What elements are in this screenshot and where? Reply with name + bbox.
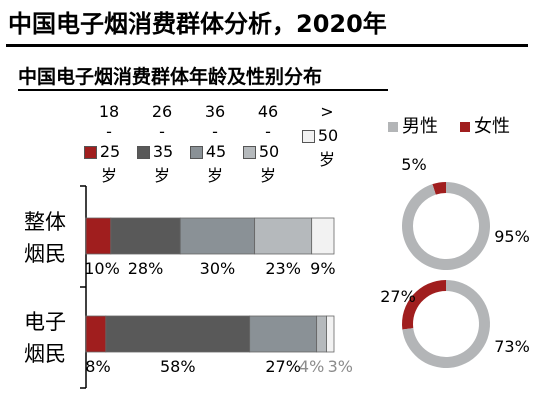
legend-unit: 岁	[153, 166, 170, 185]
legend-item-age: 46-50 岁	[239, 100, 283, 188]
legend-female: 女性	[460, 112, 510, 138]
data-label: 23%	[265, 259, 301, 278]
legend-swatch	[189, 146, 203, 159]
legend-swatch	[83, 146, 97, 159]
legend-male: 男性	[388, 112, 438, 138]
legend-unit: 岁	[100, 166, 117, 185]
legend-range-low: 46	[257, 102, 279, 121]
donut-label-male: 73%	[494, 337, 530, 356]
bar-segment	[85, 315, 107, 353]
data-label: 30%	[200, 259, 236, 278]
donut-slice-female	[402, 280, 446, 330]
bar-segment	[311, 217, 335, 255]
legend-dash: -	[212, 122, 218, 141]
legend-male-swatch	[388, 122, 398, 132]
donut-slice-male	[402, 182, 491, 270]
legend-range-low: 18	[98, 102, 120, 121]
data-label: 3%	[328, 357, 353, 376]
bar-segment	[249, 315, 318, 353]
category-label-line: 电子	[24, 310, 66, 334]
legend-range-high: 50	[317, 126, 339, 145]
category-label-overall: 整体 烟民	[18, 206, 72, 270]
donut-label-female: 5%	[401, 155, 426, 174]
data-label: 28%	[128, 259, 164, 278]
subtitle-divider	[18, 89, 388, 91]
data-label: 4%	[299, 357, 324, 376]
legend-range-high: 25	[99, 142, 121, 161]
bar-segment	[179, 217, 256, 255]
bar-segment	[254, 217, 313, 255]
legend-item-age: 26-35 岁	[133, 100, 177, 188]
title-divider	[6, 44, 528, 47]
legend-swatch	[242, 146, 256, 159]
legend-female-label: 女性	[474, 116, 510, 137]
legend-unit: 岁	[259, 166, 276, 185]
bar-segment	[110, 217, 181, 255]
data-label: 8%	[85, 357, 110, 376]
legend-item-age: 18-25 岁	[80, 100, 124, 188]
legend-dash: -	[265, 122, 271, 141]
category-label-line: 整体	[24, 210, 66, 234]
page-title: 中国电子烟消费群体分析，2020年	[8, 10, 387, 38]
category-label-ecig: 电子 烟民	[18, 306, 72, 370]
legend-range-low: >	[320, 102, 334, 121]
legend-unit: 岁	[206, 166, 223, 185]
data-label: 58%	[160, 357, 196, 376]
donut-label-female: 27%	[380, 287, 416, 306]
legend-range-high: 35	[152, 142, 174, 161]
bar-segment	[85, 217, 112, 255]
legend-swatch	[301, 130, 315, 143]
legend-unit: 岁	[318, 150, 335, 169]
donut-label-male: 95%	[494, 227, 530, 246]
data-label: 9%	[310, 259, 335, 278]
legend-range-low: 26	[151, 102, 173, 121]
category-label-line: 烟民	[24, 342, 66, 366]
bar-segment	[105, 315, 251, 353]
data-label: 10%	[84, 259, 120, 278]
legend-item-age: >50 岁	[298, 100, 342, 172]
bar-segment	[326, 315, 335, 353]
legend-dash: -	[106, 122, 112, 141]
legend-item-age: 36-45 岁	[186, 100, 230, 188]
legend-male-label: 男性	[402, 116, 438, 137]
category-label-line: 烟民	[24, 242, 66, 266]
legend-range-high: 50	[258, 142, 280, 161]
legend-female-swatch	[460, 122, 470, 132]
legend-range-high: 45	[205, 142, 227, 161]
data-label: 27%	[265, 357, 301, 376]
legend-range-low: 36	[204, 102, 226, 121]
chart-subtitle: 中国电子烟消费群体年龄及性别分布	[18, 66, 323, 88]
legend-dash: -	[159, 122, 165, 141]
bar-segment	[316, 315, 327, 353]
legend-swatch	[136, 146, 150, 159]
donut-slice-female	[432, 182, 446, 195]
